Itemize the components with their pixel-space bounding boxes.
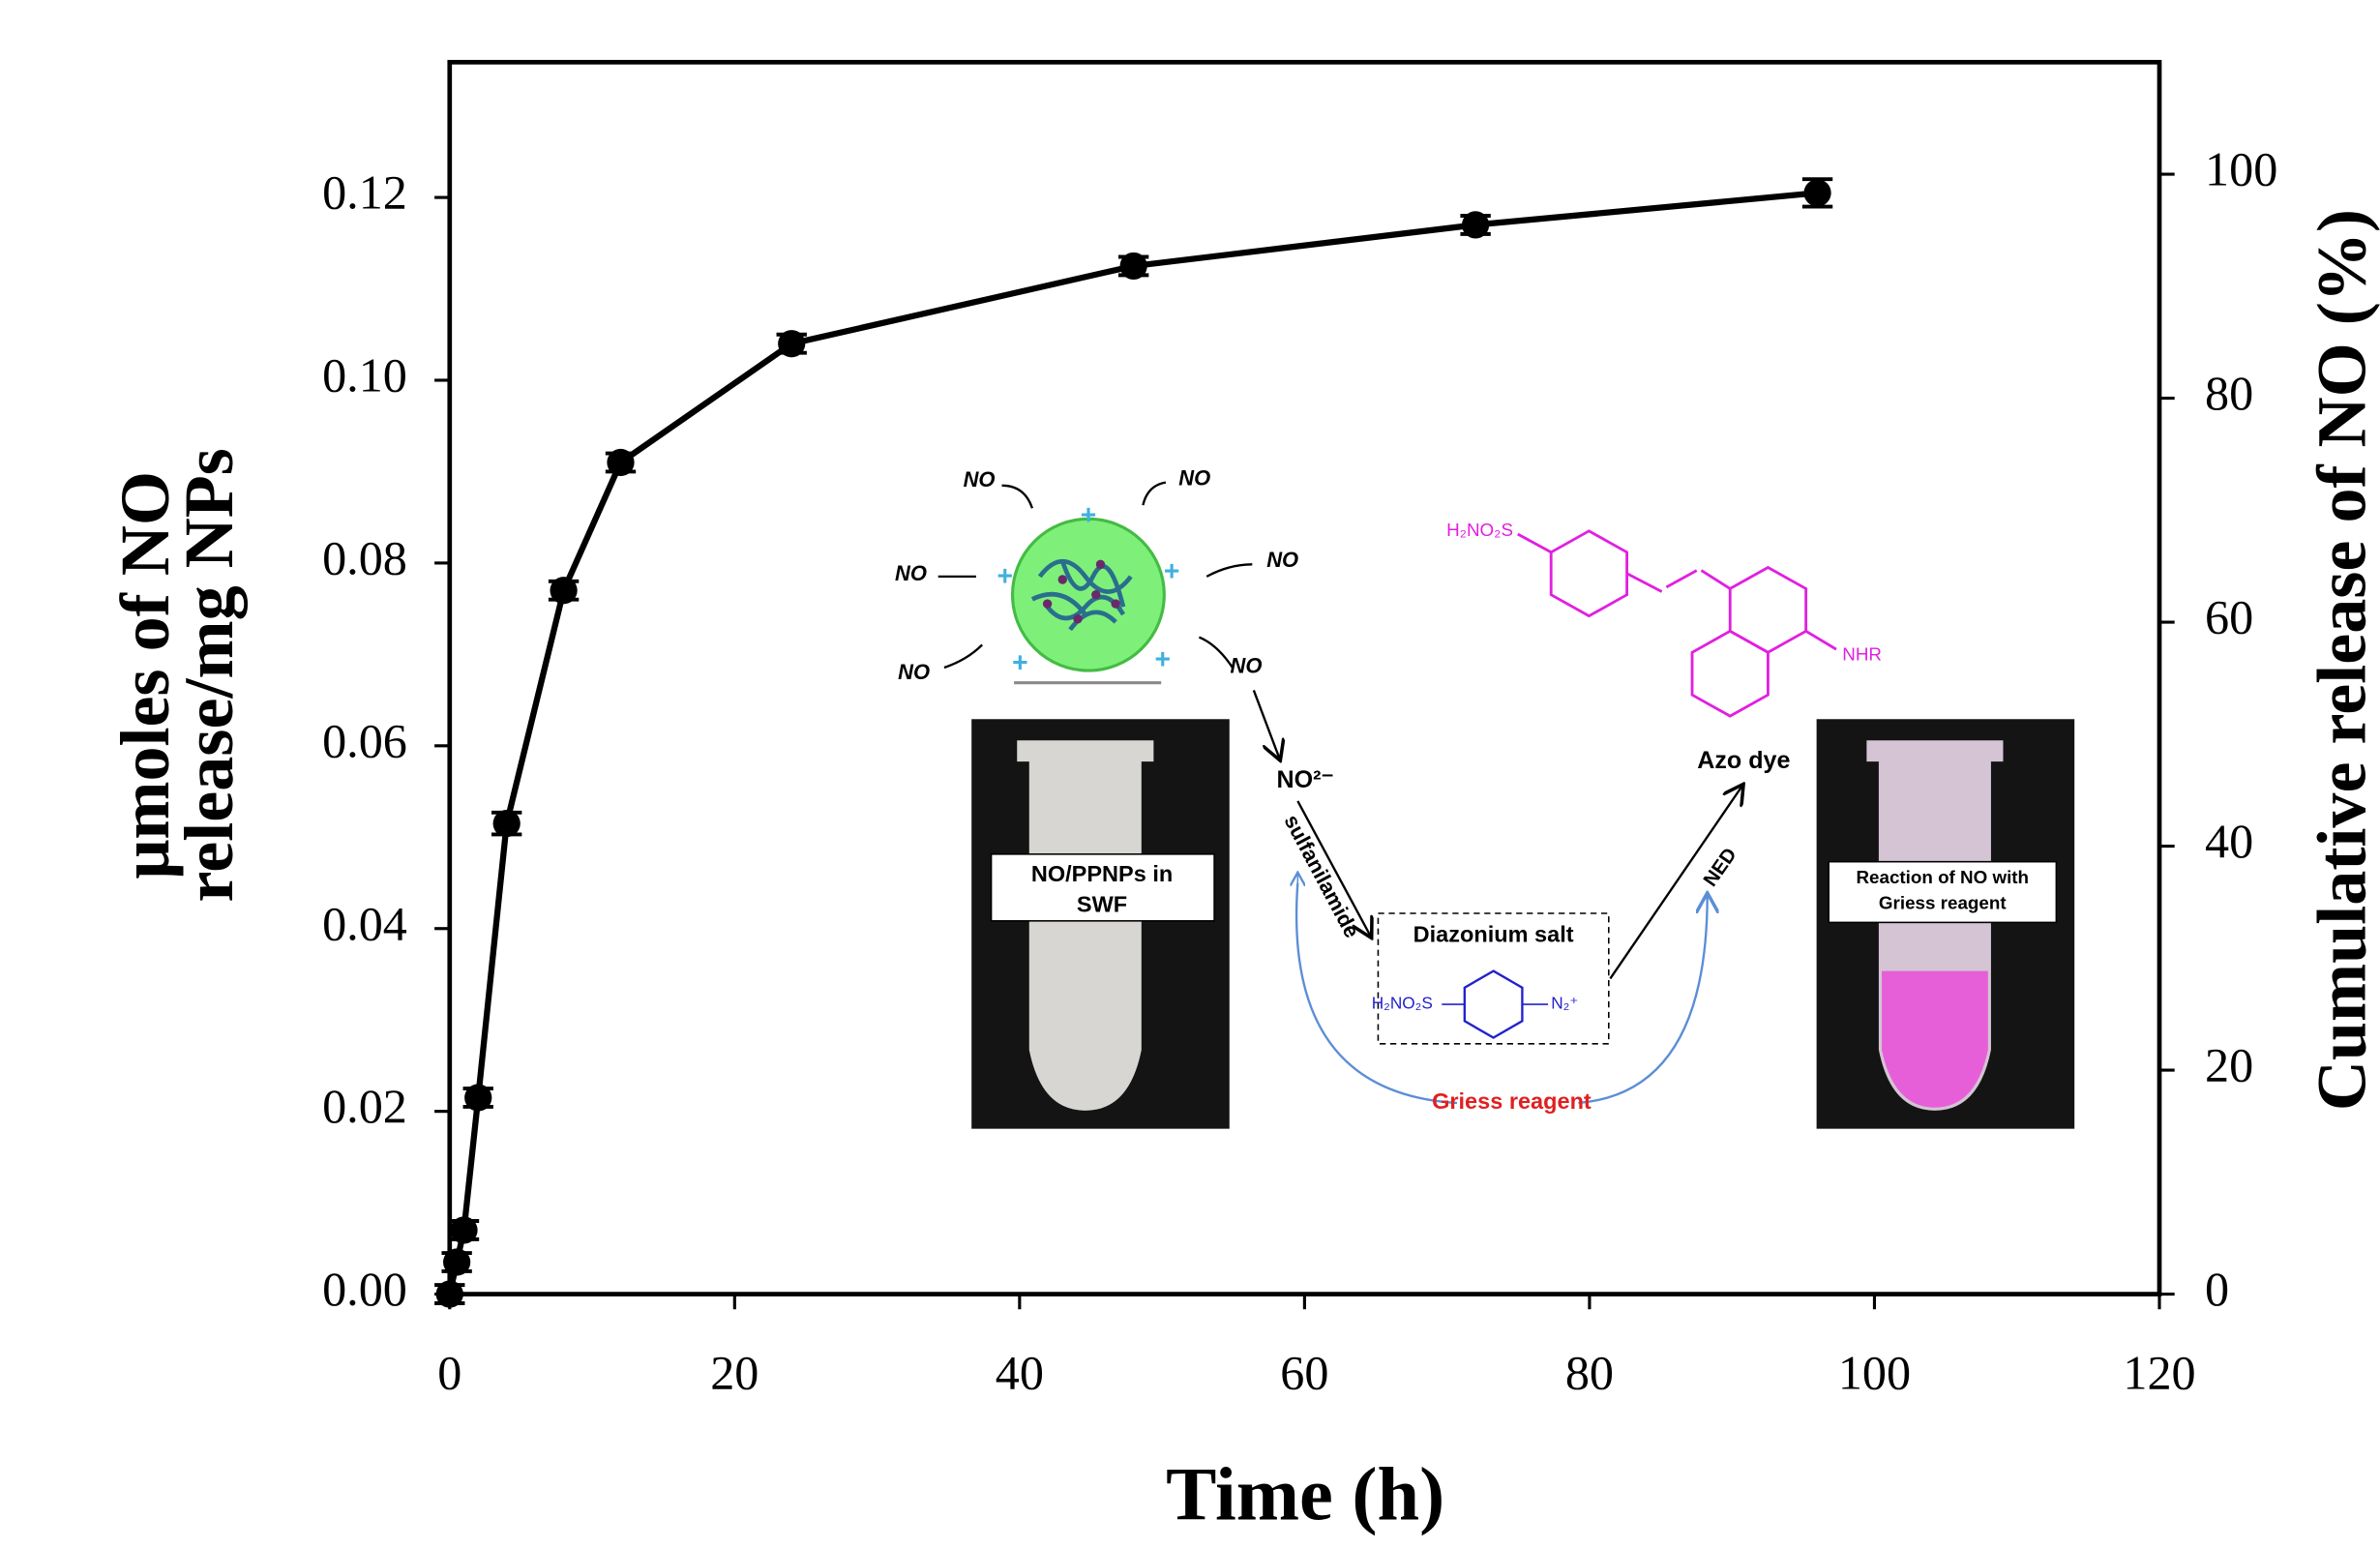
x-tick-label: 20 — [710, 1345, 759, 1399]
no-label: NO — [964, 467, 996, 492]
y2-tick-label: 100 — [2205, 142, 2277, 196]
x-tick-label: 80 — [1565, 1345, 1614, 1399]
inset: +++++ NO NO NO NO NO NO NO/PPNPs in SWF … — [895, 465, 2074, 1128]
data-point — [1803, 179, 1830, 206]
no-label: NO — [1231, 654, 1263, 678]
x-tick-label: 40 — [996, 1345, 1044, 1399]
formula: N₂⁺ — [1551, 994, 1578, 1013]
x-tick-label: 100 — [1838, 1345, 1911, 1399]
chart: Time (h) μmoles of NO release/mg NPs Cum… — [0, 0, 2380, 1549]
y2-axis-title: Cumulative release of NO (%) — [2304, 209, 2380, 1111]
data-point — [443, 1248, 470, 1275]
x-tick-label: 120 — [2123, 1345, 2195, 1399]
step-label: NED — [1700, 845, 1741, 891]
reagent: Griess reagent — [1432, 1088, 1592, 1114]
y-tick-label: 0.04 — [322, 896, 407, 950]
data-point — [607, 449, 634, 476]
product: Azo dye — [1697, 747, 1790, 774]
pink-solution — [1882, 971, 1988, 1108]
y-axis-title: release/mg NPs — [170, 448, 248, 902]
data-point — [550, 577, 577, 604]
intermediate: Diazonium salt — [1413, 922, 1574, 947]
nitrite: NO²⁻ — [1277, 766, 1334, 793]
x-tick-label: 60 — [1280, 1345, 1328, 1399]
no-label: NO — [1178, 465, 1210, 490]
formula: NHR — [1842, 643, 1882, 664]
formula: H₂NO₂S — [1372, 994, 1433, 1013]
arrow — [1254, 690, 1280, 759]
svg-text:+: + — [1164, 555, 1179, 586]
y-tick-label: 0.10 — [322, 348, 407, 402]
page: Time (h) μmoles of NO release/mg NPs Cum… — [0, 0, 2380, 1549]
step-label: sulfanilamide — [1279, 811, 1364, 942]
data-point — [1120, 253, 1147, 280]
benzene — [1465, 971, 1523, 1038]
x-tick-label: 0 — [437, 1345, 461, 1399]
y2-tick-label: 20 — [2205, 1038, 2253, 1092]
data-point — [450, 1216, 477, 1243]
data-point — [436, 1280, 463, 1307]
formula: H₂NO₂S — [1446, 520, 1513, 540]
data-point — [493, 810, 521, 837]
y2-tick-label: 0 — [2205, 1262, 2229, 1316]
y2-tick-label: 40 — [2205, 814, 2253, 868]
y2-tick-label: 80 — [2205, 366, 2253, 420]
svg-text:+: + — [1155, 643, 1171, 674]
photo-label: SWF — [1077, 891, 1127, 916]
photo-label: NO/PPNPs in — [1031, 861, 1173, 886]
data-point — [464, 1084, 491, 1111]
y-tick-label: 0.02 — [322, 1079, 407, 1133]
no-label: NO — [1266, 548, 1298, 572]
x-axis-title: Time (h) — [1166, 1451, 1444, 1535]
data-point — [1462, 211, 1489, 238]
y-tick-label: 0.06 — [322, 713, 407, 767]
data-point — [778, 330, 805, 357]
photo-label: Reaction of NO with — [1856, 867, 2029, 887]
y-tick-label: 0.12 — [322, 165, 407, 220]
svg-text:+: + — [1012, 646, 1027, 677]
svg-text:+: + — [1081, 499, 1096, 530]
photo-label: Griess reagent — [1879, 893, 2007, 913]
y-tick-label: 0.08 — [322, 530, 407, 584]
reagent-arc — [1578, 895, 1707, 1103]
nanoparticle — [1013, 519, 1165, 670]
azo-structure — [1518, 531, 1836, 716]
no-label: NO — [898, 660, 930, 684]
tube — [1017, 740, 1153, 1111]
svg-text:+: + — [997, 560, 1012, 591]
y2-tick-label: 60 — [2205, 590, 2253, 644]
no-label: NO — [895, 561, 927, 585]
y-tick-label: 0.00 — [322, 1262, 407, 1316]
